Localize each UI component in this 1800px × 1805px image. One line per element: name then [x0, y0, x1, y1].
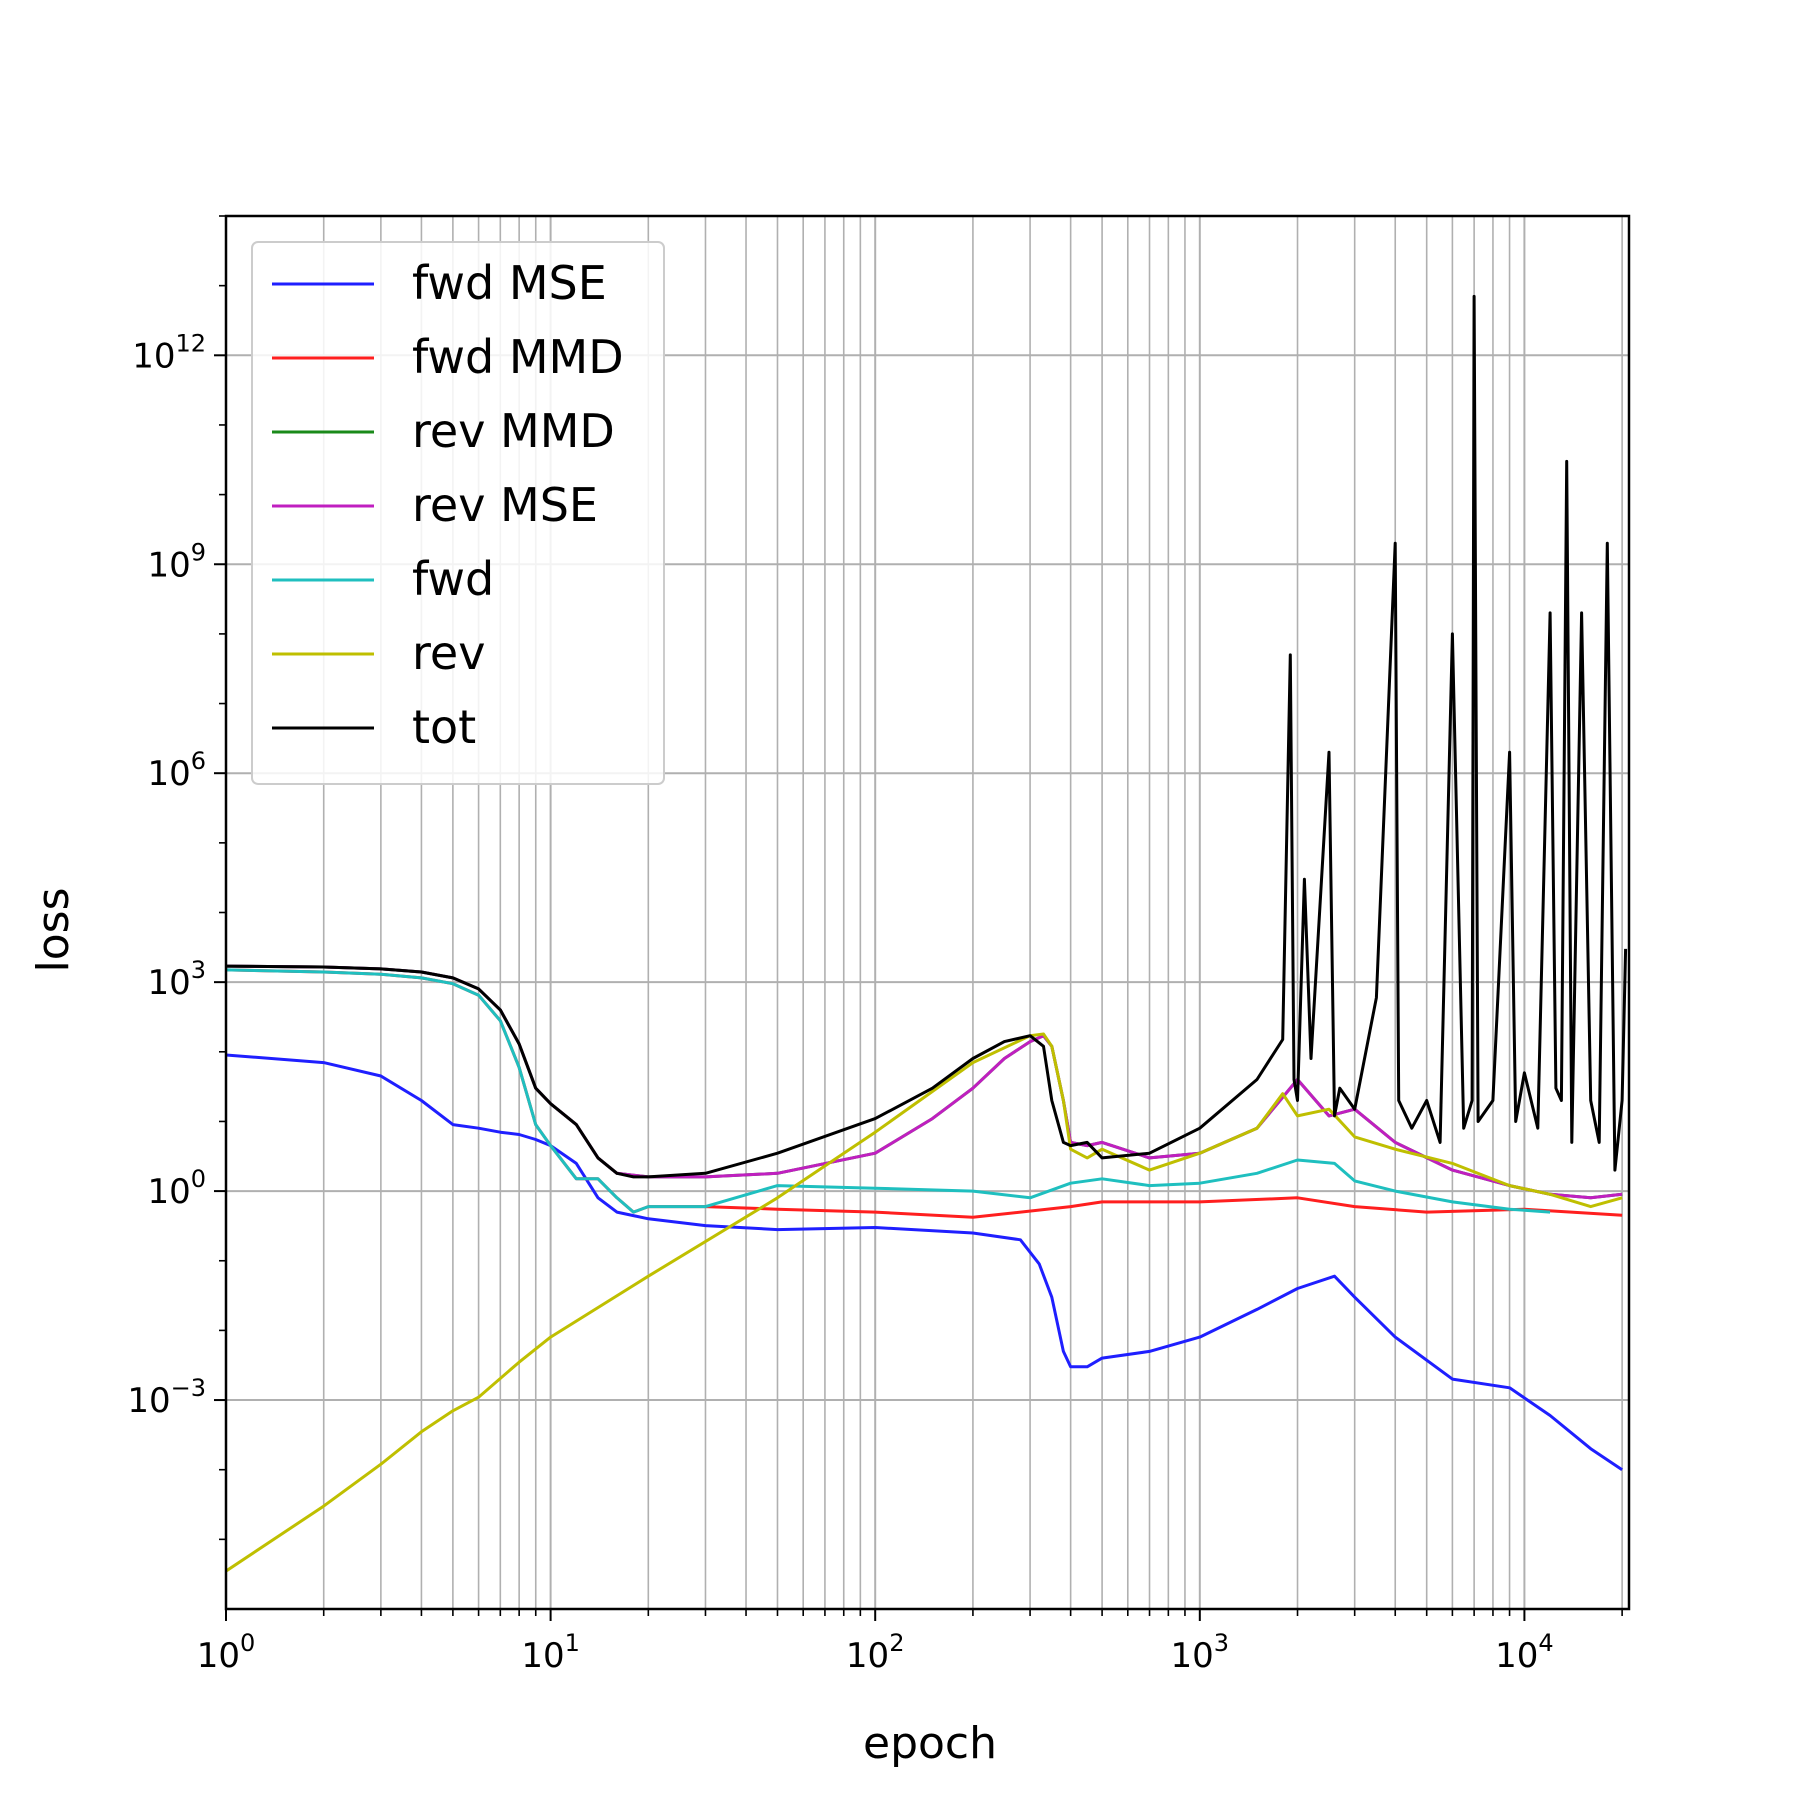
- x-tick-label: 101: [521, 1629, 580, 1676]
- series-line-rev: [226, 1032, 1623, 1573]
- legend-label: fwd MMD: [412, 330, 624, 384]
- y-tick-label: 109: [147, 538, 206, 585]
- x-tick-label: 100: [197, 1629, 256, 1676]
- legend-box: [251, 241, 665, 785]
- axes: 100 101 102 103 104 10−3 100 103 106 109 1012: [127, 214, 1631, 1676]
- y-axis-label: loss: [28, 888, 79, 973]
- series-group: [226, 294, 1628, 1573]
- legend-label: fwd: [412, 552, 494, 606]
- y-tick-label: 10−3: [127, 1374, 206, 1421]
- legend-label: rev MMD: [412, 404, 615, 458]
- series-line-fwd: [226, 968, 1551, 1214]
- series-line-rev-mmd: [226, 964, 1623, 1200]
- y-tick-label: 1012: [132, 329, 206, 376]
- legend-label: tot: [412, 700, 476, 754]
- series-line-fwd-mse: [226, 1053, 1623, 1471]
- legend-label: rev: [412, 626, 485, 680]
- legend-label: rev MSE: [412, 478, 598, 532]
- legend: fwd MSE fwd MMD rev MMD rev MSE fwd rev tot: [251, 241, 665, 785]
- legend-label: fwd MSE: [412, 256, 607, 310]
- x-tick-label: 103: [1171, 1629, 1230, 1676]
- y-tick-label: 103: [147, 956, 206, 1003]
- y-tick-label: 100: [147, 1165, 206, 1212]
- x-tick-label: 102: [846, 1629, 905, 1676]
- y-tick-label: 106: [147, 747, 206, 794]
- series-line-tot: [226, 294, 1628, 1179]
- series-line-rev-mse: [226, 964, 1623, 1200]
- x-axis-label: epoch: [863, 1718, 997, 1769]
- x-tick-label: 104: [1495, 1629, 1554, 1676]
